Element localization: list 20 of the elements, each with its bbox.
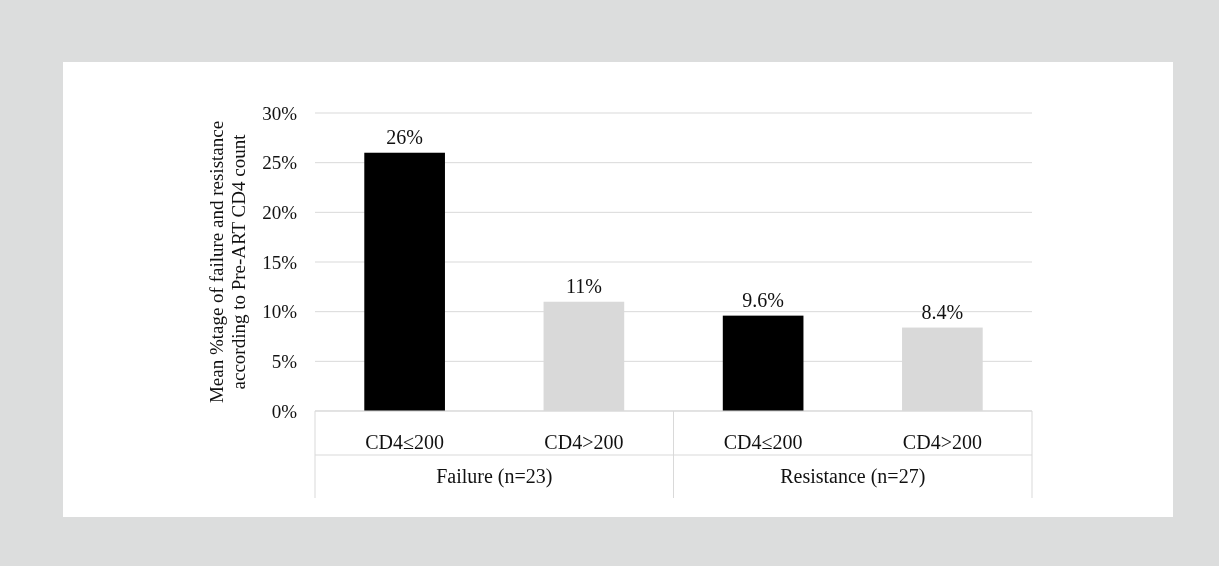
y-tick-label: 5% [271, 350, 298, 372]
y-tick-label: 20% [262, 201, 298, 223]
y-tick-label: 15% [262, 251, 298, 273]
y-tick-label: 10% [262, 301, 298, 323]
x-tick-label: CD4>200 [544, 431, 624, 453]
x-tick-label: CD4≤200 [365, 431, 445, 453]
data-label: 26% [386, 125, 423, 148]
y-axis-title: Mean %tage of failure and resistance according to Pre-ART CD4 count [206, 120, 249, 404]
bar [364, 152, 445, 411]
y-tick-label: 30% [262, 102, 298, 124]
text: Failure (n=23) [436, 465, 553, 488]
bar [722, 315, 804, 411]
x-tick-label: CD4≤200 [723, 431, 803, 453]
y-tick-label: 0% [271, 400, 298, 422]
data-label: 9.6% [742, 288, 784, 311]
data-label: 11% [565, 274, 602, 297]
y-tick-label: 25% [262, 152, 298, 174]
text: Resistance (n=27) [780, 465, 926, 488]
data-label: 8.4% [921, 300, 964, 323]
x-tick-label: CD4>200 [902, 431, 982, 453]
